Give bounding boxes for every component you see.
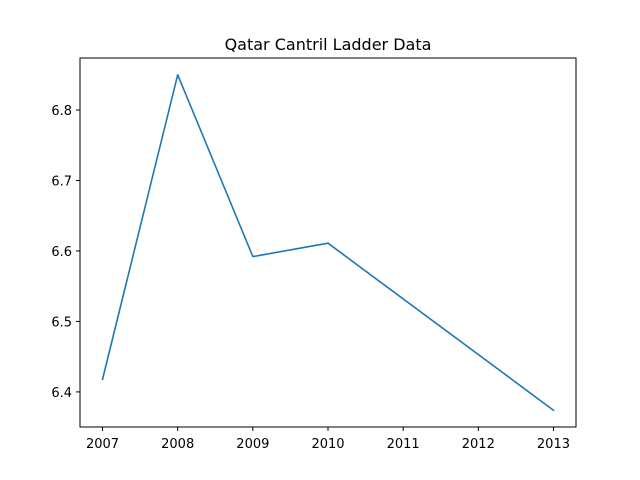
y-tick-label: 6.8: [51, 104, 72, 119]
y-tick-label: 6.5: [51, 315, 72, 330]
plot-frame: [79, 57, 577, 428]
x-tick-label: 2009: [236, 437, 269, 452]
chart-title: Qatar Cantril Ladder Data: [225, 35, 432, 54]
x-tick-label: 2011: [387, 437, 420, 452]
plot-series: [101, 73, 555, 412]
x-axis: 2007 2008 2009 2010 2011 2012 2013: [86, 427, 570, 452]
x-tick-label: 2013: [537, 437, 570, 452]
x-tick-label: 2007: [86, 437, 119, 452]
x-tick-label: 2010: [311, 437, 344, 452]
x-tick-label: 2012: [462, 437, 495, 452]
x-tick-label: 2008: [161, 437, 194, 452]
y-tick-label: 6.4: [51, 386, 72, 401]
y-tick-label: 6.6: [51, 245, 72, 260]
y-axis: 6.4 6.5 6.6 6.7 6.8: [51, 104, 80, 401]
y-tick-label: 6.7: [51, 174, 72, 189]
